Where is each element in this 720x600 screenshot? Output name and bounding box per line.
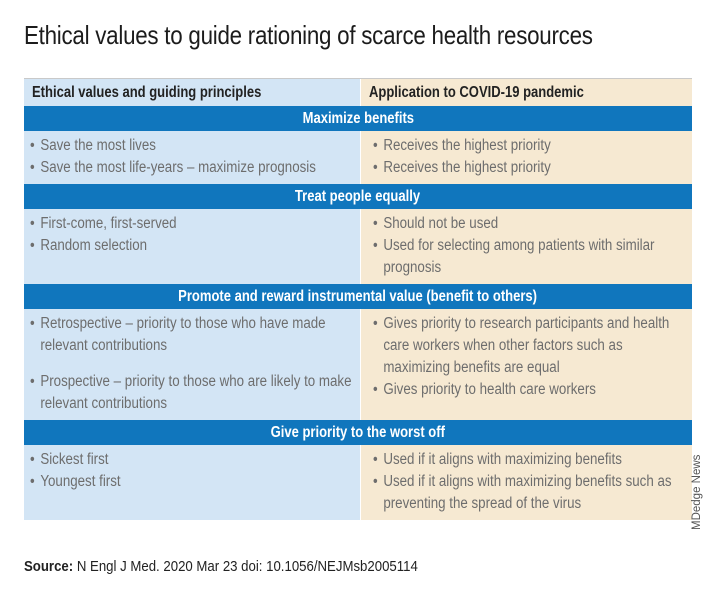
list-item: • Save the most lives — [30, 135, 355, 157]
bullet-icon: • — [373, 215, 378, 232]
list-item: • Receives the highest priority — [373, 157, 687, 179]
table-row: • Retrospective – priority to those who h… — [24, 309, 692, 420]
principles-cell: • Sickest first • Youngest first — [24, 445, 360, 520]
list-item: • Random selection — [30, 235, 355, 257]
source-text: N Engl J Med. 2020 Mar 23 doi: 10.1056/N… — [76, 558, 418, 575]
list-item: • Receives the highest priority — [373, 135, 687, 157]
principles-cell: • First-come, first-served • Random select… — [24, 209, 360, 284]
bullet-icon: • — [30, 159, 35, 176]
page-title: Ethical values to guide rationing of sca… — [24, 20, 593, 50]
table-row: • Save the most lives • Save the most life… — [24, 131, 692, 184]
table-row: • First-come, first-served • Random select… — [24, 209, 692, 284]
bullet-icon: • — [373, 137, 378, 154]
list-item: • Sickest first — [30, 449, 355, 471]
bullet-icon: • — [30, 373, 35, 390]
bullet-icon: • — [373, 473, 378, 490]
bullet-icon: • — [30, 137, 35, 154]
list-item: • Youngest first — [30, 471, 355, 493]
list-item: • Used for selecting among patients with … — [373, 235, 687, 279]
bullet-icon: • — [373, 381, 378, 398]
section-heading-worst-off: Give priority to the worst off — [24, 420, 692, 445]
bullet-icon: • — [373, 451, 378, 468]
principles-cell: • Save the most lives • Save the most life… — [24, 131, 360, 184]
table-header: Ethical values and guiding principles Ap… — [24, 78, 692, 106]
source-line: Source: N Engl J Med. 2020 Mar 23 doi: 1… — [24, 558, 418, 575]
bullet-icon: • — [30, 473, 35, 490]
application-cell: • Used if it aligns with maximizing benef… — [360, 445, 692, 520]
list-item: • First-come, first-served — [30, 213, 355, 235]
section-heading-instrumental-value: Promote and reward instrumental value (b… — [24, 284, 692, 309]
application-cell: • Gives priority to research participants… — [360, 309, 692, 420]
credit-label: MDedge News — [691, 454, 703, 530]
list-item: • Should not be used — [373, 213, 687, 235]
list-item: • Prospective – priority to those who are… — [30, 371, 355, 415]
bullet-icon: • — [30, 451, 35, 468]
source-label: Source: — [24, 558, 74, 575]
section-heading-treat-people-equally: Treat people equally — [24, 184, 692, 209]
bullet-icon: • — [373, 159, 378, 176]
bullet-icon: • — [30, 237, 35, 254]
bullet-icon: • — [30, 315, 35, 332]
list-item: • Save the most life-years – maximize pro… — [30, 157, 355, 179]
application-cell: • Should not be used • Used for selecting … — [360, 209, 692, 284]
bullet-icon: • — [373, 237, 378, 254]
bullet-icon: • — [373, 315, 378, 332]
list-item: • Gives priority to research participants… — [373, 313, 687, 379]
table-row: • Sickest first • Youngest first • Used if … — [24, 445, 692, 520]
header-left: Ethical values and guiding principles — [24, 79, 360, 106]
list-item: • Retrospective – priority to those who h… — [30, 313, 355, 357]
application-cell: • Receives the highest priority • Receives… — [360, 131, 692, 184]
bullet-icon: • — [30, 215, 35, 232]
header-right: Application to COVID-19 pandemic — [360, 79, 692, 106]
list-item: • Used if it aligns with maximizing benef… — [373, 471, 687, 515]
principles-cell: • Retrospective – priority to those who h… — [24, 309, 360, 420]
section-heading-maximize-benefits: Maximize benefits — [24, 106, 692, 131]
list-item: • Used if it aligns with maximizing benef… — [373, 449, 687, 471]
list-item: • Gives priority to health care workers — [373, 379, 687, 401]
ethics-table: Ethical values and guiding principles Ap… — [24, 78, 692, 520]
